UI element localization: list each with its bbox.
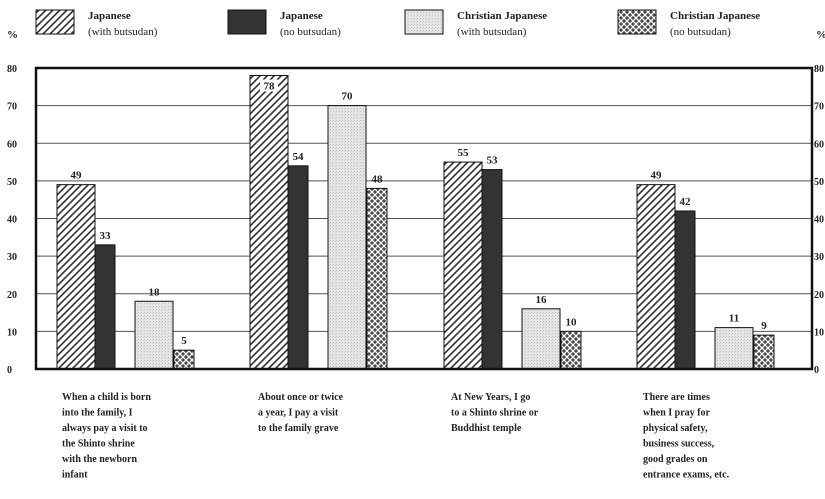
data-label: 78 [264,81,276,93]
legend-sublabel: (no butsudan) [280,26,341,38]
y-tick-label-right: 10 [814,327,824,338]
data-label: 48 [372,173,384,185]
bar [636,184,676,370]
bar [714,327,754,370]
y-tick-label: 50 [7,177,17,188]
legend-label: Christian Japanese [670,10,760,22]
data-label: 11 [729,313,739,325]
legend-swatch [404,9,444,35]
legend-sublabel: (with butsudan) [88,26,158,38]
bar [674,210,696,370]
bar [56,184,96,370]
value-labels: 49 78 55 49 33 54 53 42 18 70 16 11 5 48 10 9 [71,79,767,347]
y-tick-label: 80 [7,64,17,75]
plot-frame [34,66,814,371]
data-label: 5 [181,335,187,347]
y-tick-label-right: 0 [814,365,819,376]
data-label: 16 [536,294,548,306]
legend-label: Japanese [88,10,131,22]
data-label: 49 [71,170,83,182]
bar [94,244,116,370]
legend-label: Japanese [280,10,323,22]
bar [366,187,388,370]
data-label: 54 [293,151,305,163]
data-label: 42 [680,196,692,208]
legend-sublabel: (with butsudan) [457,26,527,38]
y-tick-label: 0 [7,365,12,376]
gridlines [36,105,812,332]
y-unit-label-right: % [816,29,825,41]
bars [56,75,775,370]
bar [327,105,367,370]
bar [249,75,289,370]
y-tick-label-right: 30 [814,252,824,263]
y-unit-label: % [7,29,18,41]
legend: Japanese (with butsudan) Japanese (no butsu… [35,9,760,38]
data-label: 9 [761,320,767,332]
legend-sublabel: (no butsudan) [670,26,731,38]
category-label: At New Years, I go to a Shinto shrine or B… [451,392,539,434]
bar [134,300,174,370]
data-label: 55 [458,147,470,159]
y-tick-label: 30 [7,252,17,263]
legend-swatch [617,9,657,35]
y-tick-label-right: 60 [814,139,824,150]
y-tick-label: 40 [7,215,17,226]
data-label-bg [260,79,278,92]
y-axis-left: 0 10 20 30 40 50 60 70 80% [7,29,18,376]
bar [560,330,582,370]
data-label: 10 [566,316,578,328]
bar [173,349,195,370]
y-tick-label: 10 [7,327,17,338]
y-tick-label-right: 70 [814,102,824,113]
bar [481,169,503,370]
legend-swatch [227,9,267,35]
y-tick-label: 70 [7,102,17,113]
y-tick-label: 20 [7,290,17,301]
category-label: About once or twice a year, I pay a visit… [258,392,344,434]
legend-label: Christian Japanese [457,10,547,22]
data-label: 33 [100,230,112,242]
data-label: 70 [342,91,354,103]
y-tick-label-right: 20 [814,290,824,301]
bar [287,165,309,370]
y-axis-right: 0 10 20 30 40 50 60 70 80% [814,29,825,376]
category-label: There are times when I pray for physical s… [643,392,730,481]
data-label: 18 [149,286,161,298]
bar [753,334,775,370]
y-tick-label-right: 80 [814,64,824,75]
y-tick-label-right: 50 [814,177,824,188]
legend-swatch [35,9,75,35]
data-label: 49 [651,170,663,182]
y-tick-label: 60 [7,139,17,150]
bar [443,161,483,370]
y-tick-label-right: 40 [814,215,824,226]
bar [521,308,561,370]
data-label: 53 [487,155,499,167]
